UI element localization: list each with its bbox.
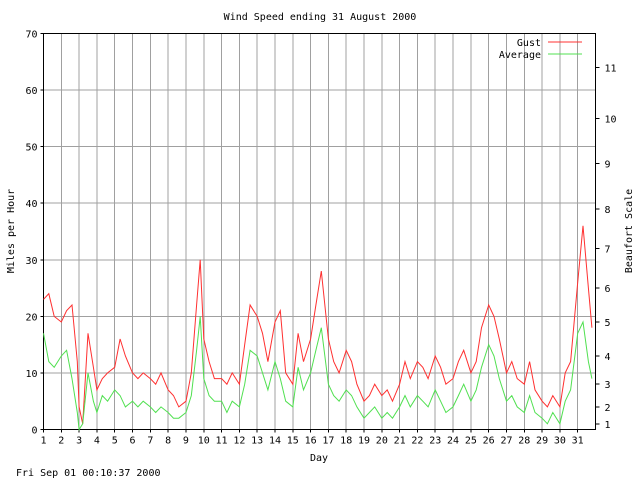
legend-label-average: Average [499, 50, 541, 61]
x-tick-label: 5 [112, 436, 118, 447]
grid-lines [43, 33, 596, 430]
x-tick-label: 28 [518, 436, 530, 447]
x-tick-label: 20 [376, 436, 388, 447]
y-tick-label: 50 [25, 143, 37, 154]
beaufort-tick-label: 8 [605, 205, 611, 216]
y-tick-label: 10 [25, 369, 37, 380]
x-tick-label: 30 [554, 436, 566, 447]
x-tick-label: 3 [76, 436, 82, 447]
x-tick-label: 14 [269, 436, 281, 447]
x-tick-label: 17 [322, 436, 334, 447]
x-tick-label: 6 [130, 436, 136, 447]
x-tick-label: 22 [411, 436, 423, 447]
x-tick-label: 15 [287, 436, 299, 447]
y-tick-label: 20 [25, 312, 37, 323]
beaufort-axis-ticks: 1 2 3 4 5 6 7 8 9 10 11 [595, 63, 617, 431]
x-tick-label: 26 [483, 436, 495, 447]
x-tick-label: 29 [536, 436, 548, 447]
beaufort-tick-label: 6 [605, 284, 611, 295]
beaufort-tick-label: 9 [605, 160, 611, 171]
beaufort-tick-label: 5 [605, 318, 611, 329]
beaufort-tick-label: 3 [605, 380, 611, 391]
y-tick-label: 0 [31, 426, 37, 437]
beaufort-tick-label: 4 [605, 352, 611, 363]
x-tick-label: 9 [183, 436, 189, 447]
plot-area-frame [43, 33, 596, 430]
x-tick-label: 7 [147, 436, 153, 447]
generation-timestamp: Fri Sep 01 00:10:37 2000 [16, 468, 161, 479]
x-tick-label: 24 [447, 436, 459, 447]
x-tick-label: 21 [394, 436, 406, 447]
beaufort-tick-label: 11 [605, 63, 617, 74]
x-tick-label: 1 [40, 436, 46, 447]
beaufort-tick-label: 7 [605, 244, 611, 255]
y-axis-label: Miles per Hour [6, 189, 17, 273]
x-tick-label: 23 [429, 436, 441, 447]
x-tick-label: 2 [58, 436, 64, 447]
series-lines [43, 225, 593, 431]
x-axis-ticks: 1 2 3 4 5 6 7 8 9 10 11 12 13 14 15 16 17 18 19 20 21 22 23 24 2… [40, 429, 584, 447]
x-tick-label: 4 [94, 436, 100, 447]
beaufort-tick-label: 1 [605, 420, 611, 431]
y-tick-label: 30 [25, 256, 37, 267]
y-axis-ticks: 0 10 20 30 40 50 60 70 [25, 30, 44, 437]
x-tick-label: 16 [305, 436, 317, 447]
x-tick-label: 25 [465, 436, 477, 447]
x-tick-label: 12 [233, 436, 245, 447]
x-tick-label: 8 [165, 436, 171, 447]
beaufort-tick-label: 2 [605, 403, 611, 414]
x-axis-label: Day [310, 453, 328, 464]
legend-label-gust: Gust [517, 38, 541, 49]
x-tick-label: 11 [216, 436, 228, 447]
x-tick-label: 19 [358, 436, 370, 447]
x-tick-label: 10 [198, 436, 210, 447]
series-line-average [43, 316, 593, 431]
x-tick-label: 13 [251, 436, 263, 447]
y-tick-label: 70 [25, 30, 37, 41]
x-tick-label: 31 [572, 436, 584, 447]
series-line-gust [43, 225, 593, 424]
y-tick-label: 40 [25, 199, 37, 210]
y-tick-label: 60 [25, 86, 37, 97]
x-tick-label: 27 [500, 436, 512, 447]
beaufort-tick-label: 10 [605, 114, 617, 125]
chart-title: Wind Speed ending 31 August 2000 [224, 12, 417, 23]
x-tick-label: 18 [340, 436, 352, 447]
y2-axis-label: Beaufort Scale [624, 189, 635, 273]
